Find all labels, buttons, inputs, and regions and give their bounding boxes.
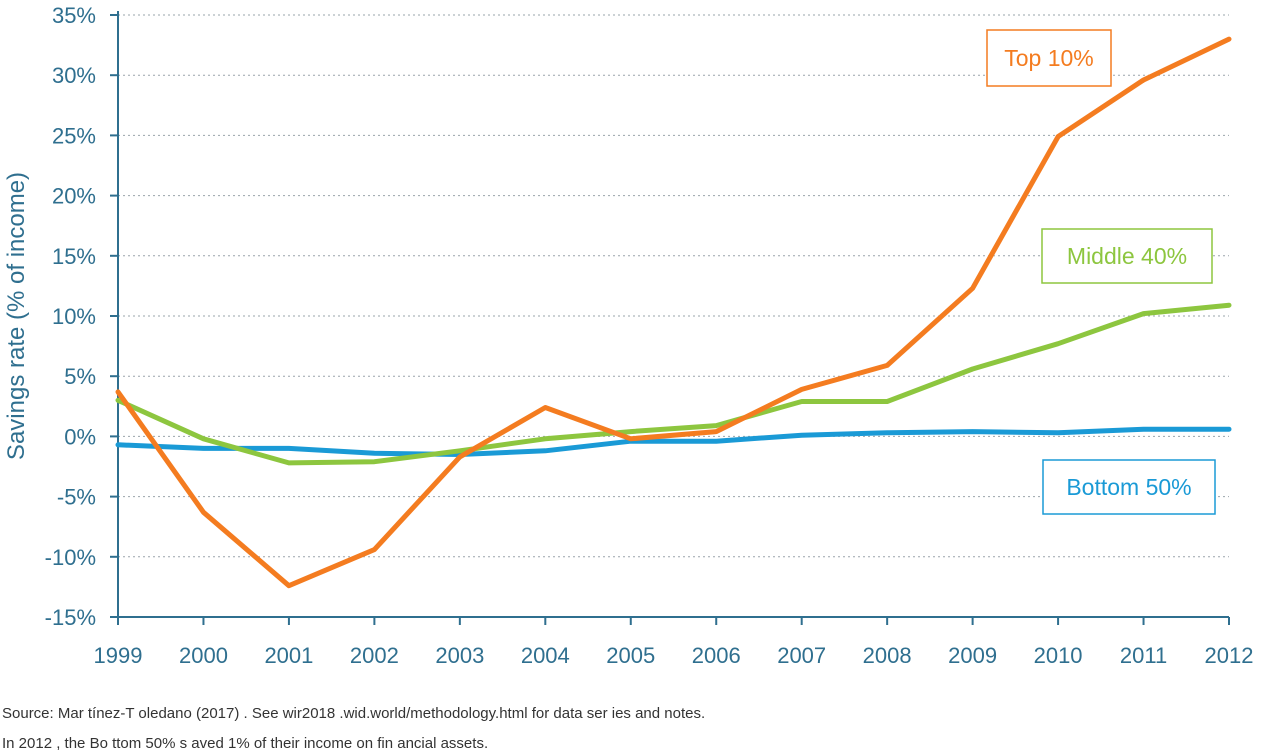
y-tick-label: 0%: [64, 424, 96, 449]
series-lines: [115, 36, 1232, 589]
series-label-box: Top 10%: [986, 29, 1112, 87]
y-tick-label: -15%: [45, 605, 96, 630]
series-line-top-10: [115, 36, 1232, 589]
x-tick-label: 2002: [350, 643, 399, 668]
x-tick-label: 2001: [264, 643, 313, 668]
x-tick-label: 2006: [692, 643, 741, 668]
label-box-frame: [986, 29, 1112, 87]
y-axis-title: Savings rate (% of income): [3, 172, 30, 460]
axes: [110, 11, 1230, 625]
y-tick-label: 15%: [52, 244, 96, 269]
x-tick-label: 1999: [94, 643, 143, 668]
x-tick-label: 2003: [435, 643, 484, 668]
y-tick-label: 35%: [52, 3, 96, 28]
label-box-frame: [1041, 228, 1213, 284]
x-tick-label: 2004: [521, 643, 570, 668]
gridlines: [118, 14, 1229, 558]
x-tick-label: 2005: [606, 643, 655, 668]
x-tick-label: 2011: [1120, 643, 1167, 668]
x-tick-label: 2008: [863, 643, 912, 668]
label-box-frame: [1042, 459, 1216, 515]
x-tick-label: 2000: [179, 643, 228, 668]
caption-note: In 2012 , the Bo ttom 50% s aved 1% of t…: [2, 735, 489, 752]
series-label-box: Bottom 50%: [1042, 459, 1216, 515]
y-tick-label: -10%: [45, 545, 96, 570]
series-label-text: Middle 40%: [1067, 243, 1187, 269]
y-tick-label: -5%: [57, 485, 96, 510]
y-tick-label: 20%: [52, 184, 96, 209]
series-label-text: Top 10%: [1004, 45, 1094, 71]
y-tick-label: 10%: [52, 304, 96, 329]
savings-rate-chart: -15% -10% -5% 0% 5% 10% 15% 20% 25% 30% 35% 1999 200…: [3, 3, 1254, 668]
x-tick-label: 2007: [777, 643, 826, 668]
series-labels: Top 10% Middle 40% Bottom 50%: [986, 29, 1216, 515]
tick-labels: -15% -10% -5% 0% 5% 10% 15% 20% 25% 30% 35% 1999 200…: [45, 3, 1254, 668]
x-tick-label: 2012: [1205, 643, 1254, 668]
x-tick-label: 2010: [1034, 643, 1083, 668]
y-tick-label: 30%: [52, 63, 96, 88]
x-tick-label: 2009: [948, 643, 997, 668]
series-label-box: Middle 40%: [1041, 228, 1213, 284]
series-label-text: Bottom 50%: [1066, 474, 1191, 500]
series-line-bottom-50: [115, 426, 1232, 457]
y-tick-label: 25%: [52, 123, 96, 148]
y-tick-label: 5%: [64, 364, 96, 389]
source-note: Source: Mar tínez-T oledano (2017) . See…: [2, 705, 706, 722]
series-line-middle-40: [115, 302, 1232, 466]
